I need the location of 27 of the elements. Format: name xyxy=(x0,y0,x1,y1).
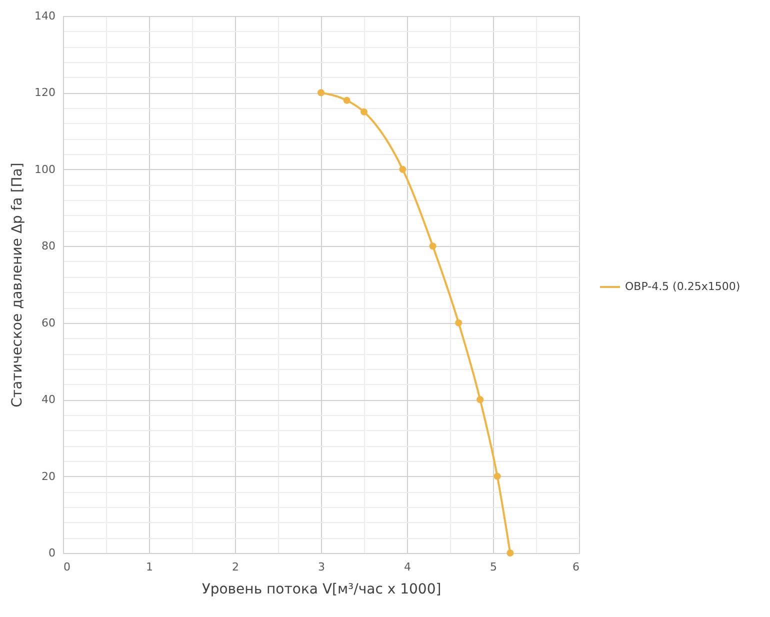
y-tick-label: 60 xyxy=(42,316,56,330)
y-tick-label: 120 xyxy=(34,86,56,100)
x-axis-title: Уровень потока V[м³/час x 1000] xyxy=(202,582,442,598)
y-tick-label: 0 xyxy=(48,546,56,560)
point xyxy=(494,472,501,480)
x-tick-label: 6 xyxy=(572,560,580,574)
point xyxy=(429,242,436,250)
x-tick-label: 0 xyxy=(64,560,70,574)
y-tick-label: 40 xyxy=(42,393,56,406)
y-tick-label: 20 xyxy=(42,470,56,483)
y-tick-label: 100 xyxy=(34,162,56,176)
x-tick-label: 2 xyxy=(232,560,239,574)
point xyxy=(399,166,406,173)
point xyxy=(506,549,514,557)
x-tick-label: 3 xyxy=(318,560,325,574)
y-tick-label: 140 xyxy=(34,10,56,22)
x-tick-label: 4 xyxy=(404,560,411,574)
x-tick-label: 1 xyxy=(146,560,153,574)
point xyxy=(317,89,325,96)
point xyxy=(455,319,462,326)
y-tick-label: 80 xyxy=(42,240,56,253)
point xyxy=(476,396,484,404)
legend-label: OBP-4.5 (0.25x1500) xyxy=(625,280,740,293)
point xyxy=(343,96,350,104)
x-tick-label: 5 xyxy=(490,560,497,574)
point xyxy=(360,108,368,116)
y-axis-title: Статическое давление Δp fa [Па] xyxy=(10,162,26,408)
